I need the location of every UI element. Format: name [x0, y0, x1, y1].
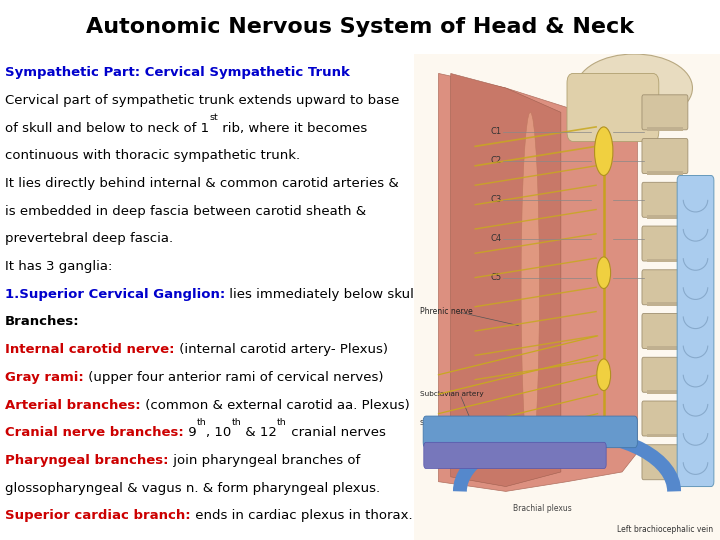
- FancyBboxPatch shape: [642, 270, 688, 305]
- Bar: [647, 434, 683, 437]
- Text: Phrenic nerve: Phrenic nerve: [420, 307, 473, 316]
- Bar: [647, 390, 683, 394]
- Text: th: th: [197, 417, 206, 427]
- Text: cranial nerves: cranial nerves: [287, 426, 386, 439]
- Ellipse shape: [597, 359, 611, 390]
- Text: C2: C2: [490, 157, 502, 165]
- Bar: [647, 259, 683, 262]
- Text: 9: 9: [184, 426, 197, 439]
- Text: C4: C4: [490, 234, 502, 243]
- Text: Branches:: Branches:: [5, 315, 80, 328]
- Text: join pharyngeal branches of: join pharyngeal branches of: [168, 454, 360, 467]
- FancyBboxPatch shape: [642, 226, 688, 261]
- Text: C3: C3: [490, 195, 502, 204]
- FancyBboxPatch shape: [642, 139, 688, 173]
- Text: th: th: [231, 417, 241, 427]
- Text: Internal carotid nerve:: Internal carotid nerve:: [5, 343, 174, 356]
- Text: lies immediately below skull: lies immediately below skull: [225, 288, 418, 301]
- Text: Autonomic Nervous System of Head & Neck: Autonomic Nervous System of Head & Neck: [86, 17, 634, 37]
- Text: rib, where it becomes: rib, where it becomes: [218, 122, 367, 134]
- Text: Left brachiocephalic vein: Left brachiocephalic vein: [616, 524, 713, 534]
- FancyBboxPatch shape: [642, 314, 688, 348]
- Bar: [647, 302, 683, 306]
- Text: Cervical part of sympathetic trunk extends upward to base: Cervical part of sympathetic trunk exten…: [5, 94, 400, 107]
- Text: Cranial nerve branches:: Cranial nerve branches:: [5, 426, 184, 439]
- Text: continuous with thoracic sympathetic trunk.: continuous with thoracic sympathetic tru…: [5, 149, 300, 162]
- Text: Brachial plexus: Brachial plexus: [513, 504, 572, 513]
- Text: Superior cardiac branch:: Superior cardiac branch:: [5, 509, 191, 522]
- FancyBboxPatch shape: [642, 183, 688, 217]
- Text: th: th: [277, 417, 287, 427]
- Text: 1.Superior Cervical Ganglion:: 1.Superior Cervical Ganglion:: [5, 288, 225, 301]
- Text: (internal carotid artery- Plexus): (internal carotid artery- Plexus): [174, 343, 387, 356]
- Text: & 12: & 12: [241, 426, 277, 439]
- Text: st: st: [210, 113, 218, 122]
- Text: is embedded in deep fascia between carotid sheath &: is embedded in deep fascia between carot…: [5, 205, 366, 218]
- Text: Gray rami:: Gray rami:: [5, 371, 84, 384]
- Text: ends in cardiac plexus in thorax.: ends in cardiac plexus in thorax.: [191, 509, 413, 522]
- Text: Sympathetic Part: Cervical Sympathetic Trunk: Sympathetic Part: Cervical Sympathetic T…: [5, 66, 350, 79]
- Ellipse shape: [595, 127, 613, 176]
- Text: of skull and below to neck of 1: of skull and below to neck of 1: [5, 122, 210, 134]
- Bar: [647, 346, 683, 350]
- Text: prevertebral deep fascia.: prevertebral deep fascia.: [5, 232, 174, 245]
- Text: C1: C1: [490, 127, 502, 136]
- FancyBboxPatch shape: [567, 73, 659, 141]
- FancyBboxPatch shape: [677, 176, 714, 487]
- Ellipse shape: [597, 257, 611, 288]
- Text: Arterial branches:: Arterial branches:: [5, 399, 140, 411]
- Text: It has 3 ganglia:: It has 3 ganglia:: [5, 260, 112, 273]
- Text: Subclavian vein: Subclavian vein: [420, 420, 477, 427]
- Polygon shape: [451, 73, 561, 487]
- Bar: [647, 171, 683, 175]
- Text: glossopharyngeal & vagus n. & form pharyngeal plexus.: glossopharyngeal & vagus n. & form phary…: [5, 482, 380, 495]
- FancyBboxPatch shape: [423, 416, 637, 448]
- FancyBboxPatch shape: [642, 445, 688, 480]
- FancyBboxPatch shape: [424, 442, 606, 469]
- Text: C5: C5: [490, 273, 502, 282]
- Bar: [647, 127, 683, 131]
- FancyBboxPatch shape: [642, 401, 688, 436]
- Text: It lies directly behind internal & common carotid arteries &: It lies directly behind internal & commo…: [5, 177, 399, 190]
- Text: Pharyngeal branches:: Pharyngeal branches:: [5, 454, 168, 467]
- Ellipse shape: [576, 54, 693, 122]
- Text: Subclavian artery: Subclavian artery: [420, 391, 484, 397]
- Text: (common & external carotid aa. Plexus): (common & external carotid aa. Plexus): [140, 399, 410, 411]
- FancyBboxPatch shape: [642, 95, 688, 130]
- Ellipse shape: [521, 112, 539, 462]
- FancyBboxPatch shape: [642, 357, 688, 392]
- Bar: [647, 215, 683, 219]
- Polygon shape: [438, 73, 637, 491]
- Text: (upper four anterior rami of cervical nerves): (upper four anterior rami of cervical ne…: [84, 371, 383, 384]
- Text: , 10: , 10: [206, 426, 231, 439]
